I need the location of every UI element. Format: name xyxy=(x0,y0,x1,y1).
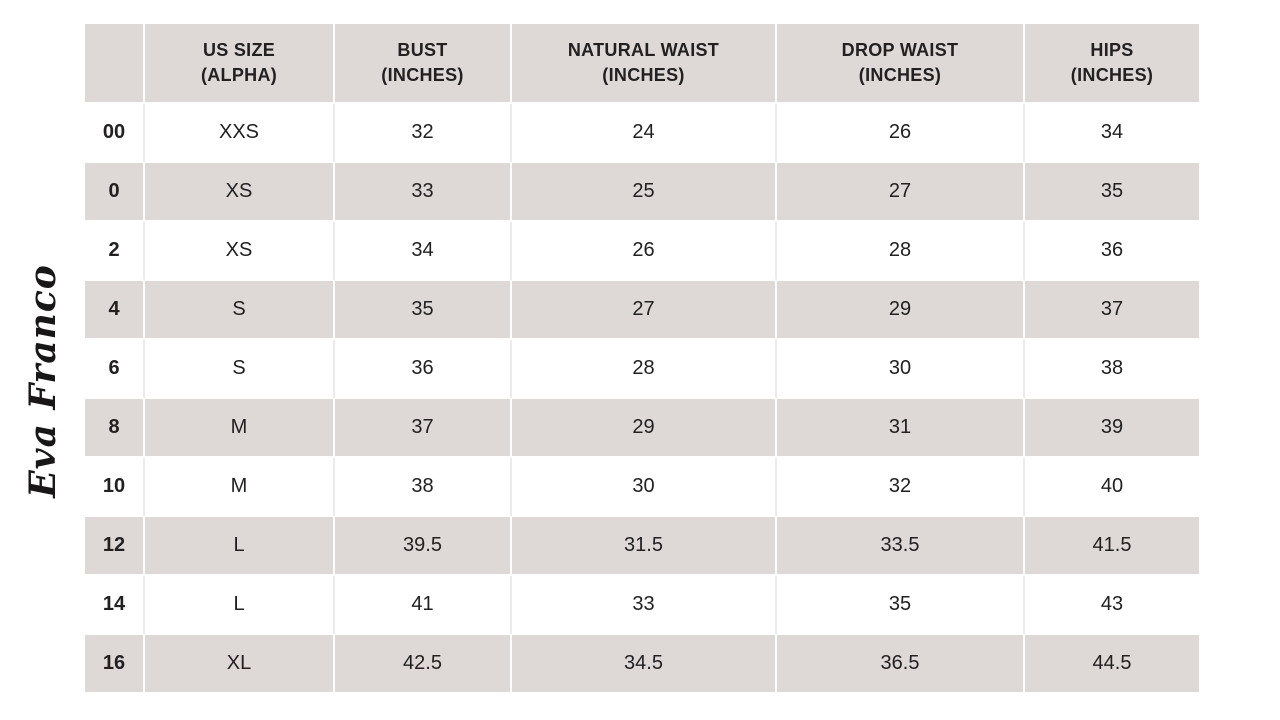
table-row-size-6: 6 S 36 28 30 38 xyxy=(85,340,1199,399)
header-row: US SIZE (ALPHA) BUST (INCHES) NATURAL WA… xyxy=(85,24,1199,104)
cell-natural-waist: 25 xyxy=(512,163,777,222)
cell-us-size: 8 xyxy=(85,399,145,458)
cell-alpha-size: M xyxy=(145,458,335,517)
cell-us-size: 00 xyxy=(85,104,145,163)
header-title: US SIZE xyxy=(202,39,276,60)
table-row-size-4: 4 S 35 27 29 37 xyxy=(85,281,1199,340)
header-unit: (ALPHA) xyxy=(200,65,278,85)
table-row-size-16: 16 XL 42.5 34.5 36.5 44.5 xyxy=(85,635,1199,694)
table-row-size-2: 2 XS 34 26 28 36 xyxy=(85,222,1199,281)
cell-natural-waist: 34.5 xyxy=(512,635,777,694)
cell-us-size: 10 xyxy=(85,458,145,517)
column-header-us-size-alpha: US SIZE (ALPHA) xyxy=(145,24,335,104)
cell-alpha-size: S xyxy=(145,340,335,399)
table-row-size-10: 10 M 38 30 32 40 xyxy=(85,458,1199,517)
column-header-empty xyxy=(85,24,145,104)
header-title: HIPS xyxy=(1090,39,1134,60)
cell-drop-waist: 27 xyxy=(777,163,1025,222)
cell-natural-waist: 31.5 xyxy=(512,517,777,576)
cell-us-size: 4 xyxy=(85,281,145,340)
cell-drop-waist: 36.5 xyxy=(777,635,1025,694)
cell-bust: 38 xyxy=(335,458,512,517)
table-row-size-14: 14 L 41 33 35 43 xyxy=(85,576,1199,635)
table-row-size-12: 12 L 39.5 31.5 33.5 41.5 xyxy=(85,517,1199,576)
header-title: BUST xyxy=(397,39,448,60)
cell-bust: 36 xyxy=(335,340,512,399)
cell-natural-waist: 30 xyxy=(512,458,777,517)
cell-bust: 32 xyxy=(335,104,512,163)
cell-drop-waist: 31 xyxy=(777,399,1025,458)
cell-hips: 38 xyxy=(1025,340,1199,399)
size-chart-table: US SIZE (ALPHA) BUST (INCHES) NATURAL WA… xyxy=(85,24,1199,694)
cell-natural-waist: 27 xyxy=(512,281,777,340)
cell-natural-waist: 29 xyxy=(512,399,777,458)
table-row-size-0: 0 XS 33 25 27 35 xyxy=(85,163,1199,222)
cell-alpha-size: S xyxy=(145,281,335,340)
cell-drop-waist: 32 xyxy=(777,458,1025,517)
cell-us-size: 12 xyxy=(85,517,145,576)
cell-us-size: 0 xyxy=(85,163,145,222)
cell-us-size: 6 xyxy=(85,340,145,399)
cell-alpha-size: XS xyxy=(145,222,335,281)
header-unit: (INCHES) xyxy=(381,65,464,85)
cell-us-size: 2 xyxy=(85,222,145,281)
cell-alpha-size: XS xyxy=(145,163,335,222)
cell-natural-waist: 26 xyxy=(512,222,777,281)
cell-drop-waist: 35 xyxy=(777,576,1025,635)
header-title: DROP WAIST xyxy=(841,39,959,60)
cell-drop-waist: 28 xyxy=(777,222,1025,281)
cell-natural-waist: 24 xyxy=(512,104,777,163)
cell-natural-waist: 33 xyxy=(512,576,777,635)
cell-bust: 41 xyxy=(335,576,512,635)
cell-bust: 39.5 xyxy=(335,517,512,576)
cell-bust: 34 xyxy=(335,222,512,281)
header-unit: (INCHES) xyxy=(858,65,942,85)
column-header-hips: HIPS (INCHES) xyxy=(1025,24,1199,104)
cell-bust: 37 xyxy=(335,399,512,458)
cell-hips: 41.5 xyxy=(1025,517,1199,576)
column-header-drop-waist: DROP WAIST (INCHES) xyxy=(777,24,1025,104)
cell-hips: 43 xyxy=(1025,576,1199,635)
cell-bust: 42.5 xyxy=(335,635,512,694)
cell-us-size: 14 xyxy=(85,576,145,635)
header-title: NATURAL WAIST xyxy=(567,39,720,60)
cell-hips: 39 xyxy=(1025,399,1199,458)
cell-hips: 36 xyxy=(1025,222,1199,281)
column-header-natural-waist: NATURAL WAIST (INCHES) xyxy=(512,24,777,104)
cell-hips: 40 xyxy=(1025,458,1199,517)
table-row-size-8: 8 M 37 29 31 39 xyxy=(85,399,1199,458)
cell-hips: 44.5 xyxy=(1025,635,1199,694)
cell-hips: 35 xyxy=(1025,163,1199,222)
cell-alpha-size: XXS xyxy=(145,104,335,163)
brand-logo-text: Eva Franco xyxy=(22,264,64,498)
cell-drop-waist: 33.5 xyxy=(777,517,1025,576)
brand-logo: Eva Franco xyxy=(22,264,64,498)
header-unit: (INCHES) xyxy=(602,65,685,85)
table-row-size-00: 00 XXS 32 24 26 34 xyxy=(85,104,1199,163)
header-unit: (INCHES) xyxy=(1070,65,1154,85)
cell-bust: 33 xyxy=(335,163,512,222)
cell-drop-waist: 30 xyxy=(777,340,1025,399)
cell-drop-waist: 29 xyxy=(777,281,1025,340)
cell-natural-waist: 28 xyxy=(512,340,777,399)
cell-alpha-size: L xyxy=(145,517,335,576)
cell-hips: 37 xyxy=(1025,281,1199,340)
cell-alpha-size: XL xyxy=(145,635,335,694)
cell-drop-waist: 26 xyxy=(777,104,1025,163)
column-header-bust: BUST (INCHES) xyxy=(335,24,512,104)
cell-us-size: 16 xyxy=(85,635,145,694)
cell-alpha-size: L xyxy=(145,576,335,635)
cell-hips: 34 xyxy=(1025,104,1199,163)
cell-bust: 35 xyxy=(335,281,512,340)
cell-alpha-size: M xyxy=(145,399,335,458)
